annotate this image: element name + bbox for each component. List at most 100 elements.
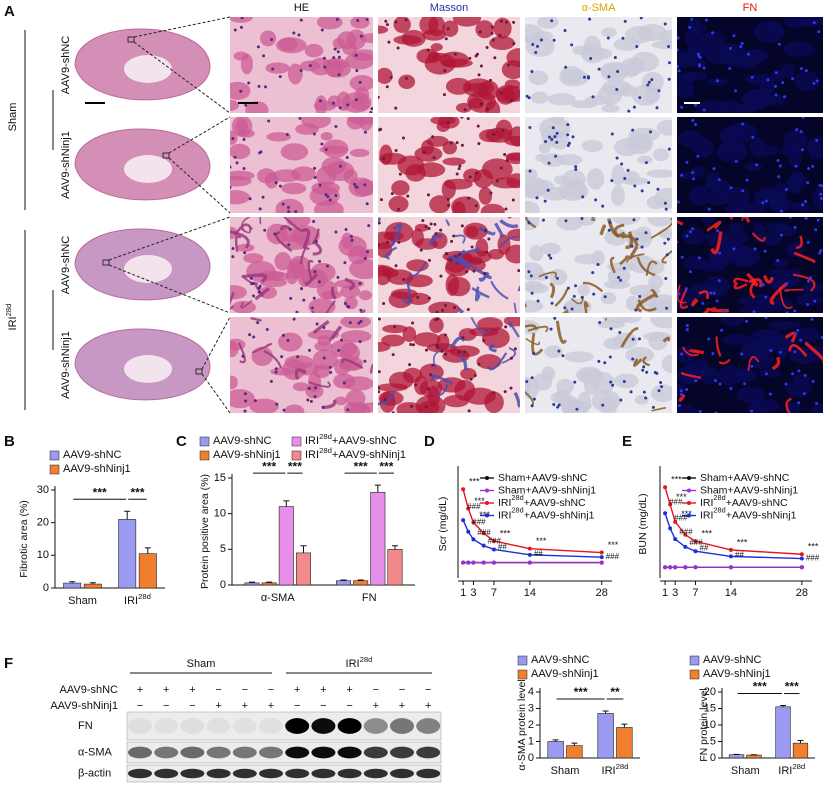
nucleus (507, 64, 510, 67)
blot-group: Sham (187, 658, 216, 670)
bar (353, 581, 367, 585)
treatment-label: AAV9-shNinj1 (50, 700, 118, 712)
nucleus (720, 329, 723, 332)
nucleus (363, 183, 366, 186)
nucleus (445, 253, 448, 256)
nucleus (231, 255, 234, 258)
nucleus (657, 89, 660, 92)
nucleus (638, 295, 641, 298)
x-tick-label: IRI28d (602, 762, 629, 777)
nucleus (815, 139, 818, 142)
tissue (745, 162, 763, 171)
nucleus (553, 39, 556, 42)
micrograph-content (665, 313, 825, 420)
bar (245, 583, 259, 585)
error-bar (392, 546, 398, 550)
tissue (491, 177, 521, 188)
nucleus (785, 383, 788, 386)
nucleus (555, 141, 558, 144)
nucleus (638, 96, 641, 99)
nucleus (525, 380, 528, 383)
tissue (466, 83, 490, 92)
significance: *** (500, 528, 511, 538)
nucleus (476, 53, 479, 56)
nucleus (800, 67, 803, 70)
tissue (225, 376, 237, 390)
nucleus (491, 26, 494, 29)
y-tick-label: 4 (528, 686, 534, 698)
nucleus (795, 128, 798, 131)
legend-marker (687, 476, 691, 480)
nucleus (781, 81, 784, 84)
bar (371, 492, 385, 585)
nucleus (467, 197, 470, 200)
nucleus (659, 381, 662, 384)
tissue (809, 145, 821, 160)
nucleus (443, 93, 446, 96)
nucleus (779, 164, 782, 167)
nucleus (528, 126, 531, 129)
nucleus (796, 329, 799, 332)
nucleus (244, 104, 247, 107)
tissue (252, 347, 273, 366)
nucleus (231, 247, 234, 250)
nucleus (534, 51, 537, 54)
nucleus (716, 79, 719, 82)
nucleus (259, 285, 262, 288)
nucleus (624, 20, 627, 23)
nucleus (598, 321, 601, 324)
nucleus (746, 179, 749, 182)
nucleus (356, 186, 359, 189)
nucleus (392, 411, 395, 414)
group-label: Sham (7, 103, 19, 132)
tissue (317, 15, 343, 30)
tissue (374, 266, 391, 285)
nucleus (570, 43, 573, 46)
nucleus (762, 283, 765, 286)
tissue (653, 148, 669, 161)
column-header: α-SMA (582, 2, 617, 14)
treatment-sign: − (215, 684, 221, 696)
tissue (225, 389, 255, 408)
y-tick-label: 0 (220, 579, 226, 591)
tissue (549, 269, 567, 285)
significance: *** (753, 680, 767, 694)
blot-band (338, 747, 362, 759)
nucleus (685, 161, 688, 164)
nucleus (478, 73, 481, 76)
tissue (340, 285, 360, 299)
nucleus (270, 38, 273, 41)
nucleus (387, 41, 390, 44)
nucleus (336, 276, 339, 279)
nucleus (603, 361, 606, 364)
nucleus (397, 47, 400, 50)
nucleus (581, 195, 584, 198)
treatment-sign: + (294, 684, 300, 696)
nucleus (467, 117, 470, 120)
tissue (572, 45, 592, 55)
nucleus (475, 204, 478, 207)
point (800, 565, 804, 569)
blot-band (154, 769, 178, 779)
tissue (315, 95, 327, 116)
nucleus (564, 29, 567, 32)
nucleus (434, 318, 437, 321)
tissue (716, 144, 746, 163)
nucleus (313, 270, 316, 273)
nucleus (471, 245, 474, 248)
nucleus (609, 355, 612, 358)
nucleus (665, 208, 668, 211)
micrograph (660, 200, 825, 321)
x-tick-label: 3 (470, 587, 476, 599)
nucleus (286, 133, 289, 136)
bar (548, 742, 564, 759)
nucleus (552, 126, 555, 129)
nucleus (320, 142, 323, 145)
nucleus (665, 307, 668, 310)
tissue (775, 226, 797, 237)
nucleus (623, 267, 626, 270)
treatment-sign: − (425, 684, 431, 696)
tissue (275, 199, 303, 220)
nucleus (514, 347, 517, 350)
